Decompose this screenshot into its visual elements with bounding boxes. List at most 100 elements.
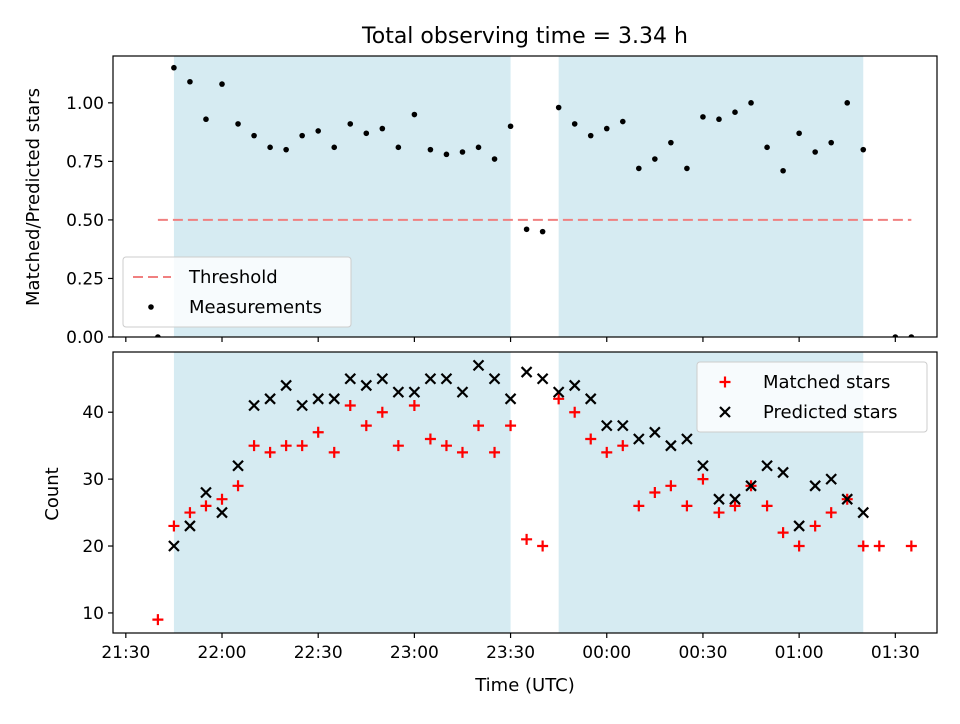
top-measurements-point [203, 116, 209, 123]
bottom-predicted-stars-point [761, 459, 773, 472]
bottom-matched-stars-point [905, 540, 917, 552]
bottom-matched-stars-point [729, 500, 741, 512]
top-measurements-point [235, 121, 241, 127]
bottom-matched-stars-point [633, 500, 645, 512]
bottom-legend-matched-stars-label: Matched stars [763, 372, 890, 393]
bottom-matched-stars-point [553, 393, 565, 405]
x-tick-label: 00:30 [678, 643, 727, 663]
bottom-matched-stars-point [184, 507, 196, 519]
bottom-matched-stars-point [440, 440, 452, 452]
top-measurements-point [780, 167, 786, 174]
top-measurements-point [652, 156, 658, 162]
top-axes-frame [112, 55, 938, 338]
bottom-matched-stars-point [521, 533, 533, 545]
x-tick-label: 22:00 [198, 643, 247, 663]
bottom-predicted-stars-point [280, 379, 292, 392]
bottom-predicted-stars-point [729, 493, 741, 505]
bottom-marks [152, 359, 917, 626]
top-measurements-point [539, 228, 546, 235]
top-measurements-point [636, 165, 642, 172]
top-marks [155, 64, 915, 337]
bottom-matched-stars-point [344, 400, 356, 412]
bottom-plot-area: 10 20 30 40 21:30 22:00 22:30 23:00 23:30 00:00 00… [82, 351, 938, 663]
bottom-predicted-stars-point [328, 393, 341, 405]
top-measurements-point [219, 81, 225, 87]
top-measurements-point [748, 100, 754, 106]
bottom-matched-stars-point [408, 400, 420, 412]
top-measurements-point [700, 114, 706, 120]
top-legend-measurements-label: Measurements [189, 297, 322, 318]
bottom-predicted-stars-point [857, 506, 870, 519]
bottom-predicted-stars-point [392, 386, 405, 398]
bottom-matched-stars-point [793, 540, 805, 552]
bottom-matched-stars-point [505, 420, 517, 432]
top-measurements-point [395, 144, 402, 151]
top-y-tick-label: 0.00 [66, 328, 104, 348]
top-measurements-point [523, 226, 530, 233]
bottom-matched-stars-point [392, 440, 404, 452]
bottom-matched-stars-point [216, 493, 228, 505]
bottom-predicted-stars-point [200, 486, 212, 499]
bottom-predicted-stars-point [649, 426, 661, 439]
top-y-tick-label: 0.50 [66, 211, 104, 231]
top-measurements-point [619, 118, 626, 125]
bottom-legend-matched-stars-swatch [719, 376, 731, 388]
bottom-matched-stars-point [264, 446, 276, 458]
top-measurements-point [379, 125, 386, 132]
bottom-matched-stars-point [312, 426, 324, 438]
x-tick-label: 23:30 [486, 643, 535, 663]
top-measurements-point [315, 128, 321, 134]
bottom-predicted-stars-point [568, 379, 581, 392]
bottom-predicted-stars-point [456, 386, 469, 398]
top-measurements-point [892, 334, 899, 337]
x-tick-label: 22:30 [294, 643, 343, 663]
bottom-predicted-stars-point [344, 372, 357, 385]
x-tick-label: 00:00 [582, 643, 631, 663]
top-measurements-point [347, 121, 354, 127]
bottom-predicted-stars-point [216, 506, 228, 519]
x-tick-label: 23:00 [390, 643, 439, 663]
bottom-predicted-stars-point [552, 386, 565, 398]
bottom-predicted-stars-point [825, 473, 837, 485]
bottom-axes-frame [112, 351, 938, 634]
top-measurements-point [507, 123, 514, 130]
bottom-matched-stars-point [649, 487, 661, 498]
bottom-predicted-stars-point [633, 433, 645, 445]
top-measurements-point [299, 132, 305, 139]
bottom-y-axis-label: Count [42, 467, 63, 520]
bottom-predicted-stars-point [793, 520, 805, 532]
bottom-predicted-stars-point [296, 399, 308, 412]
bottom-matched-stars-point [489, 446, 501, 458]
bottom-matched-stars-point [713, 507, 725, 519]
bottom-matched-stars-point [328, 446, 340, 458]
top-legend-box [122, 256, 352, 328]
bottom-predicted-stars-point [488, 372, 501, 385]
bottom-predicted-stars-point [584, 393, 597, 405]
bottom-predicted-stars-point [745, 480, 757, 492]
bottom-matched-stars-point [537, 540, 549, 552]
bottom-predicted-stars-point [376, 372, 389, 385]
bottom-matched-stars-point [280, 440, 292, 452]
top-measurements-point [571, 121, 578, 127]
bottom-predicted-stars-point [681, 433, 693, 445]
bottom-predicted-stars-point [232, 459, 244, 472]
top-measurements-point [668, 139, 674, 146]
top-measurements-point [171, 64, 177, 71]
top-legend-measurements-swatch [148, 304, 154, 310]
bottom-matched-stars-point [232, 480, 244, 492]
bottom-matched-stars-point [152, 614, 164, 626]
bottom-predicted-stars-point [504, 393, 517, 405]
top-measurements-point [684, 165, 690, 172]
top-measurements-point [828, 139, 834, 146]
top-plot-area: 0.00 0.25 0.50 0.75 1.00 Threshold Measurement… [66, 55, 938, 348]
x-axis-label: Time (UTC) [474, 675, 575, 696]
top-legend-threshold-label: Threshold [188, 267, 278, 288]
top-y-tick-label: 0.75 [66, 152, 104, 172]
bottom-predicted-stars-point [424, 372, 437, 385]
bottom-matched-stars-point [761, 500, 773, 512]
bottom-predicted-stars-point [520, 366, 533, 378]
top-measurements-point [555, 104, 562, 111]
bottom-predicted-stars-point [408, 386, 421, 398]
bottom-predicted-stars-point [536, 372, 549, 385]
